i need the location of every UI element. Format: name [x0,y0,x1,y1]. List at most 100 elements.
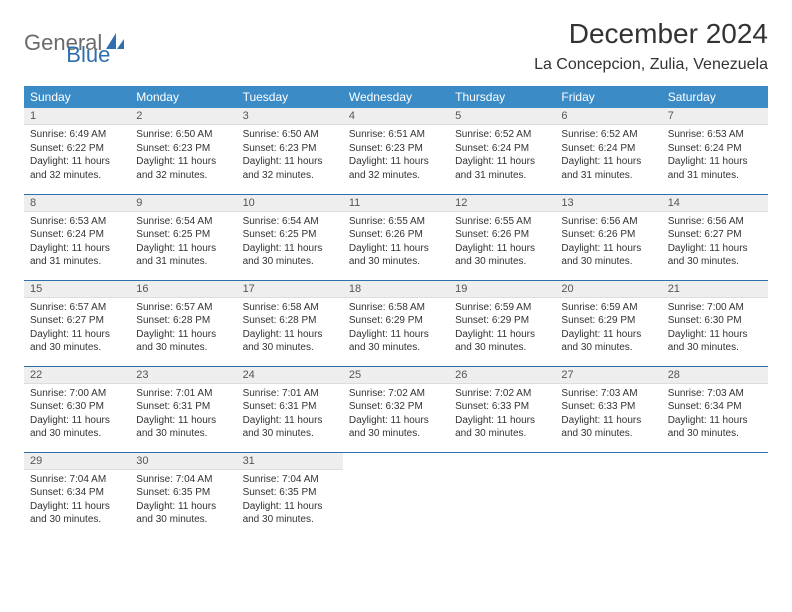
sunset-line: Sunset: 6:25 PM [243,229,317,240]
daylight-line: Daylight: 11 hours and 30 minutes. [455,243,535,268]
day-details: Sunrise: 6:53 AMSunset: 6:24 PMDaylight:… [24,212,130,273]
sunrise-line: Sunrise: 7:01 AM [136,388,212,399]
weekday-monday: Monday [130,86,236,108]
weekday-sunday: Sunday [24,86,130,108]
day-details: Sunrise: 6:54 AMSunset: 6:25 PMDaylight:… [130,212,236,273]
calendar-week-row: 8 Sunrise: 6:53 AM Sunset: 6:24 PM Daylight… [24,194,768,280]
day-details: Sunrise: 6:50 AMSunset: 6:23 PMDaylight:… [130,125,236,186]
day-details: Sunrise: 7:00 AMSunset: 6:30 PMDaylight:… [662,298,768,359]
day-details: Sunrise: 6:58 AMSunset: 6:28 PMDaylight:… [237,298,343,359]
sunrise-line: Sunrise: 6:53 AM [668,129,744,140]
calendar-cell: 16Sunrise: 6:57 AMSunset: 6:28 PMDayligh… [130,280,236,366]
day-number: 7 [662,108,768,125]
day-number: 10 [237,195,343,212]
calendar-cell: 8Sunrise: 6:53 AMSunset: 6:24 PMDaylight… [24,194,130,280]
sunrise-line: Sunrise: 6:59 AM [561,302,637,313]
sunrise-line: Sunrise: 7:00 AM [668,302,744,313]
sunset-line: Sunset: 6:33 PM [455,401,529,412]
daylight-line: Daylight: 11 hours and 30 minutes. [243,243,323,268]
day-number: 9 [130,195,236,212]
day-details: Sunrise: 7:04 AMSunset: 6:35 PMDaylight:… [130,470,236,531]
day-number: 8 [24,195,130,212]
sunset-line: Sunset: 6:27 PM [668,229,742,240]
calendar-cell: 7 Sunrise: 6:53 AM Sunset: 6:24 PM Daylight… [662,108,768,194]
day-number: 26 [449,367,555,384]
day-details: Sunrise: 7:04 AMSunset: 6:34 PMDaylight:… [24,470,130,531]
sunset-line: Sunset: 6:35 PM [136,487,210,498]
day-details: Sunrise: 7:02 AMSunset: 6:32 PMDaylight:… [343,384,449,445]
daylight-line: Daylight: 11 hours and 30 minutes. [243,501,323,526]
sunrise-line: Sunrise: 6:50 AM [243,129,319,140]
sunrise-line: Sunrise: 6:54 AM [136,216,212,227]
calendar-cell: 4Sunrise: 6:51 AMSunset: 6:23 PMDaylight… [343,108,449,194]
day-number: 4 [343,108,449,125]
calendar-cell [449,452,555,538]
weekday-header-row: Sunday Monday Tuesday Wednesday Thursday… [24,86,768,108]
daylight-line: Daylight: 11 hours and 30 minutes. [561,329,641,354]
calendar-cell [555,452,661,538]
sunset-line: Sunset: 6:24 PM [30,229,104,240]
day-details: Sunrise: 7:01 AMSunset: 6:31 PMDaylight:… [237,384,343,445]
sunset-line: Sunset: 6:28 PM [243,315,317,326]
calendar-cell: 3Sunrise: 6:50 AMSunset: 6:23 PMDaylight… [237,108,343,194]
day-number: 21 [662,281,768,298]
daylight-line: Daylight: 11 hours and 30 minutes. [349,415,429,440]
brand-logo: General Blue [24,18,110,68]
calendar-table: Sunday Monday Tuesday Wednesday Thursday… [24,86,768,538]
day-number: 18 [343,281,449,298]
daylight-line: Daylight: 11 hours and 30 minutes. [561,415,641,440]
calendar-cell: 18Sunrise: 6:58 AMSunset: 6:29 PMDayligh… [343,280,449,366]
sunset-line: Sunset: 6:33 PM [561,401,635,412]
day-details: Sunrise: 6:56 AMSunset: 6:27 PMDaylight:… [662,212,768,273]
sunrise-line: Sunrise: 6:53 AM [30,216,106,227]
calendar-cell: 20Sunrise: 6:59 AMSunset: 6:29 PMDayligh… [555,280,661,366]
location: La Concepcion, Zulia, Venezuela [534,56,768,74]
sunset-line: Sunset: 6:23 PM [243,143,317,154]
sunset-line: Sunset: 6:26 PM [349,229,423,240]
day-number: 23 [130,367,236,384]
sunset-line: Sunset: 6:27 PM [30,315,104,326]
daylight-line: Daylight: 11 hours and 30 minutes. [30,329,110,354]
calendar-cell [343,452,449,538]
calendar-cell: 31Sunrise: 7:04 AMSunset: 6:35 PMDayligh… [237,452,343,538]
daylight-line: Daylight: 11 hours and 30 minutes. [668,415,748,440]
daylight-line: Daylight: 11 hours and 31 minutes. [668,156,748,181]
calendar-week-row: 22Sunrise: 7:00 AMSunset: 6:30 PMDayligh… [24,366,768,452]
sunrise-line: Sunrise: 6:54 AM [243,216,319,227]
calendar-cell: 19Sunrise: 6:59 AMSunset: 6:29 PMDayligh… [449,280,555,366]
daylight-line: Daylight: 11 hours and 30 minutes. [455,329,535,354]
calendar-cell: 30Sunrise: 7:04 AMSunset: 6:35 PMDayligh… [130,452,236,538]
calendar-cell: 2Sunrise: 6:50 AMSunset: 6:23 PMDaylight… [130,108,236,194]
sunrise-line: Sunrise: 7:04 AM [136,474,212,485]
sunrise-line: Sunrise: 7:01 AM [243,388,319,399]
daylight-line: Daylight: 11 hours and 30 minutes. [349,243,429,268]
calendar-cell: 13Sunrise: 6:56 AMSunset: 6:26 PMDayligh… [555,194,661,280]
sunrise-line: Sunrise: 6:57 AM [30,302,106,313]
daylight-line: Daylight: 11 hours and 30 minutes. [455,415,535,440]
sunrise-line: Sunrise: 6:59 AM [455,302,531,313]
sunset-line: Sunset: 6:31 PM [136,401,210,412]
day-details: Sunrise: 6:59 AMSunset: 6:29 PMDaylight:… [449,298,555,359]
title-block: December 2024 La Concepcion, Zulia, Vene… [534,18,768,74]
day-details: Sunrise: 6:55 AMSunset: 6:26 PMDaylight:… [343,212,449,273]
calendar-cell: 25Sunrise: 7:02 AMSunset: 6:32 PMDayligh… [343,366,449,452]
calendar-week-row: 15Sunrise: 6:57 AMSunset: 6:27 PMDayligh… [24,280,768,366]
day-number: 5 [449,108,555,125]
sunrise-line: Sunrise: 6:50 AM [136,129,212,140]
day-number: 13 [555,195,661,212]
daylight-line: Daylight: 11 hours and 32 minutes. [136,156,216,181]
daylight-line: Daylight: 11 hours and 31 minutes. [136,243,216,268]
sunrise-line: Sunrise: 7:04 AM [30,474,106,485]
sunset-line: Sunset: 6:24 PM [668,143,742,154]
calendar-cell: 17Sunrise: 6:58 AMSunset: 6:28 PMDayligh… [237,280,343,366]
sunset-line: Sunset: 6:26 PM [455,229,529,240]
day-details: Sunrise: 6:53 AM Sunset: 6:24 PM Daylight:… [662,125,768,186]
day-details: Sunrise: 6:50 AMSunset: 6:23 PMDaylight:… [237,125,343,186]
sunrise-line: Sunrise: 6:56 AM [561,216,637,227]
day-number: 6 [555,108,661,125]
calendar-cell: 14Sunrise: 6:56 AMSunset: 6:27 PMDayligh… [662,194,768,280]
day-number: 22 [24,367,130,384]
day-details: Sunrise: 6:52 AMSunset: 6:24 PMDaylight:… [449,125,555,186]
day-number: 1 [24,108,130,125]
calendar-cell: 6Sunrise: 6:52 AMSunset: 6:24 PMDaylight… [555,108,661,194]
